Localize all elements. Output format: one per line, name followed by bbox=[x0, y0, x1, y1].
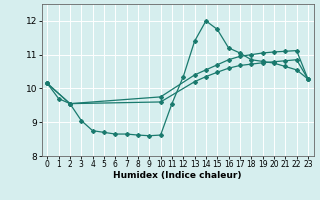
X-axis label: Humidex (Indice chaleur): Humidex (Indice chaleur) bbox=[113, 171, 242, 180]
